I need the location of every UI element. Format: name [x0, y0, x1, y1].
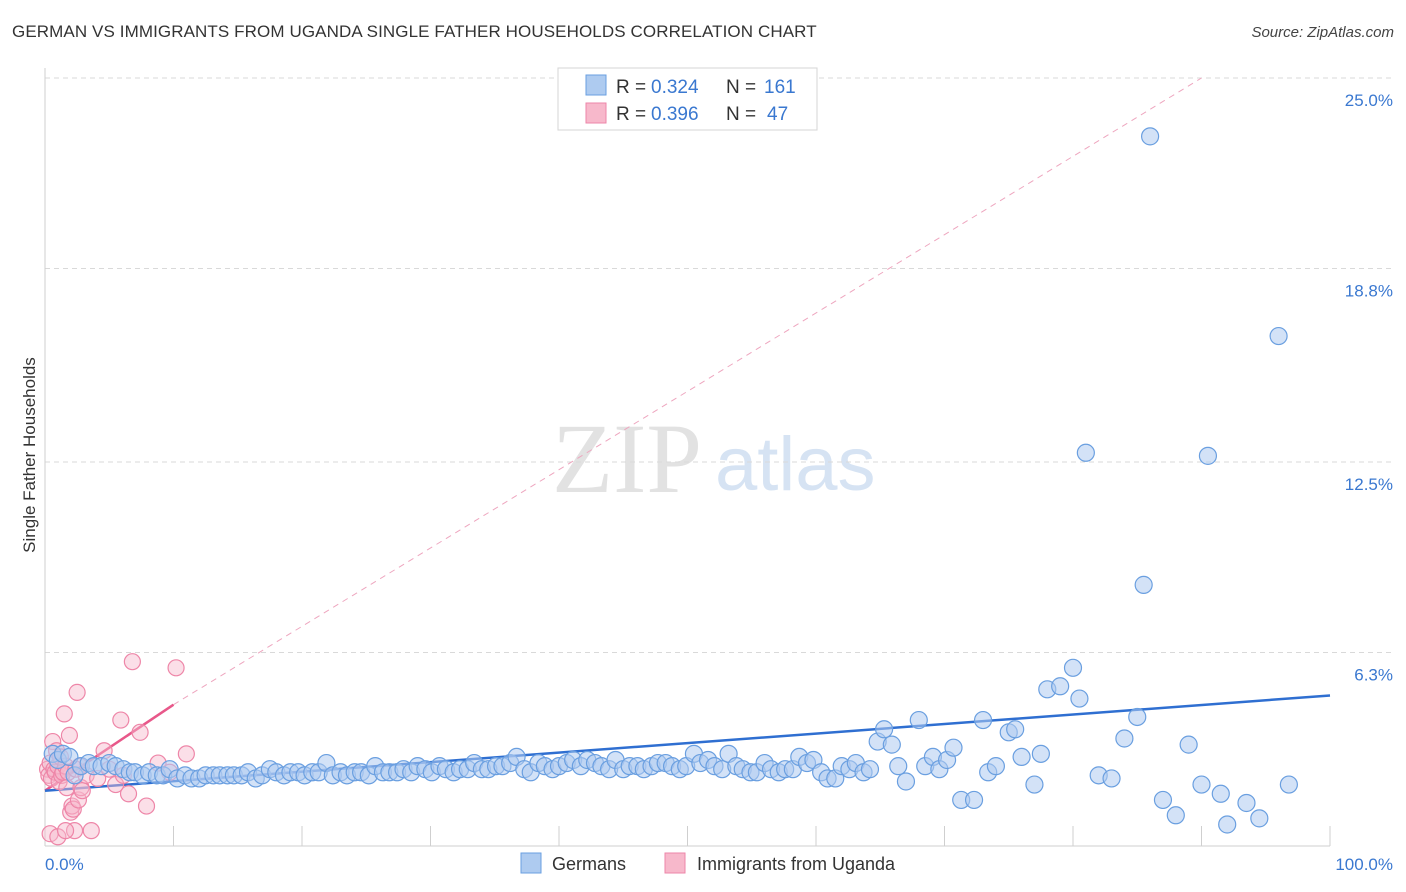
y-tick-label: 6.3%: [1354, 665, 1393, 684]
legend-swatch-germans: [585, 74, 607, 96]
x-tick-label-min: 0.0%: [45, 855, 84, 874]
uganda-point: [64, 800, 82, 818]
germans-point: [1051, 677, 1070, 696]
germans-point: [1115, 729, 1134, 748]
source-credit: Source: ZipAtlas.com: [1251, 24, 1394, 41]
uganda-point: [60, 726, 79, 745]
uganda-point: [131, 723, 149, 741]
uganda-point: [56, 822, 75, 840]
germans-point: [1179, 735, 1198, 754]
germans-point: [1269, 326, 1288, 346]
germans-point: [1218, 815, 1237, 834]
legend-r-value-germans: 0.324: [651, 77, 699, 98]
germans-point: [860, 760, 880, 779]
germans-point: [1128, 707, 1147, 727]
legend-swatch-uganda: [585, 102, 607, 124]
germans-point: [1012, 747, 1031, 767]
legend-r-label-uganda: R =: [616, 104, 646, 125]
legend-r-label-germans: R =: [616, 77, 646, 98]
germans-point: [986, 757, 1006, 776]
legend-n-label-germans: N =: [726, 77, 756, 98]
uganda-point: [137, 797, 156, 815]
uganda-point: [65, 822, 84, 840]
germans-point: [1070, 689, 1089, 708]
germans-point: [1063, 658, 1083, 677]
germans-point: [909, 710, 928, 730]
x-tick-labels: 0.0% 100.0%: [45, 855, 1393, 874]
germans-point: [882, 735, 901, 754]
y-tick-labels: 6.3% 12.5% 18.8% 25.0%: [1345, 91, 1393, 684]
correlation-legend: R = 0.324 N = 161 R = 0.396 N = 47: [557, 67, 818, 131]
germans-point: [1006, 720, 1025, 739]
y-tick-label: 18.8%: [1345, 281, 1393, 300]
y-tick-label: 12.5%: [1345, 475, 1393, 494]
uganda-point: [62, 803, 80, 821]
chart-title: GERMAN VS IMMIGRANTS FROM UGANDA SINGLE …: [12, 22, 817, 41]
y-tick-label: 25.0%: [1345, 91, 1393, 110]
watermark: ZIP atlas: [552, 403, 876, 514]
germans-point: [1140, 127, 1160, 146]
germans-points: [43, 127, 1298, 834]
germans-point: [973, 710, 993, 730]
series-legend: Germans Immigrants from Uganda: [520, 852, 896, 874]
germans-point: [1031, 744, 1050, 763]
bottom-legend-swatch-germans: [520, 852, 542, 874]
uganda-point: [119, 785, 138, 803]
germans-point: [1279, 775, 1298, 794]
germans-point: [875, 720, 894, 739]
uganda-point: [177, 745, 195, 763]
legend-n-label-uganda: N =: [726, 104, 756, 125]
uganda-point: [68, 683, 86, 702]
germans-point: [1102, 769, 1121, 788]
watermark-atlas: atlas: [715, 422, 876, 507]
bottom-legend-swatch-uganda: [664, 852, 686, 874]
germans-point: [1025, 775, 1044, 794]
legend-n-value-uganda: 47: [767, 104, 788, 125]
germans-point: [889, 757, 908, 776]
uganda-point: [73, 782, 91, 800]
germans-point: [1198, 446, 1218, 465]
y-axis-label: Single Father Households: [20, 357, 39, 553]
germans-point: [944, 738, 963, 757]
x-tick-label-max: 100.0%: [1335, 855, 1393, 874]
germans-point: [1211, 784, 1230, 803]
germans-point: [1237, 793, 1256, 813]
germans-point: [1134, 575, 1153, 594]
germans-point: [896, 772, 916, 791]
uganda-point: [123, 653, 141, 671]
germans-point: [1076, 443, 1095, 462]
grid-lines: [45, 77, 1393, 653]
legend-r-value-uganda: 0.396: [651, 104, 699, 125]
germans-point: [964, 790, 984, 810]
uganda-point: [82, 822, 100, 840]
germans-point: [1250, 809, 1269, 828]
axes: [44, 68, 1331, 847]
uganda-point: [112, 711, 130, 729]
germans-point: [1153, 790, 1173, 810]
bottom-legend-uganda: Immigrants from Uganda: [697, 854, 896, 874]
germans-point: [1166, 806, 1185, 825]
uganda-point: [55, 705, 73, 723]
bottom-legend-germans: Germans: [552, 854, 626, 874]
uganda-trend-extended: [173, 77, 1202, 706]
watermark-zip: ZIP: [552, 403, 702, 514]
uganda-point: [167, 659, 185, 677]
germans-point: [1192, 775, 1211, 794]
legend-n-value-germans: 161: [764, 77, 796, 98]
